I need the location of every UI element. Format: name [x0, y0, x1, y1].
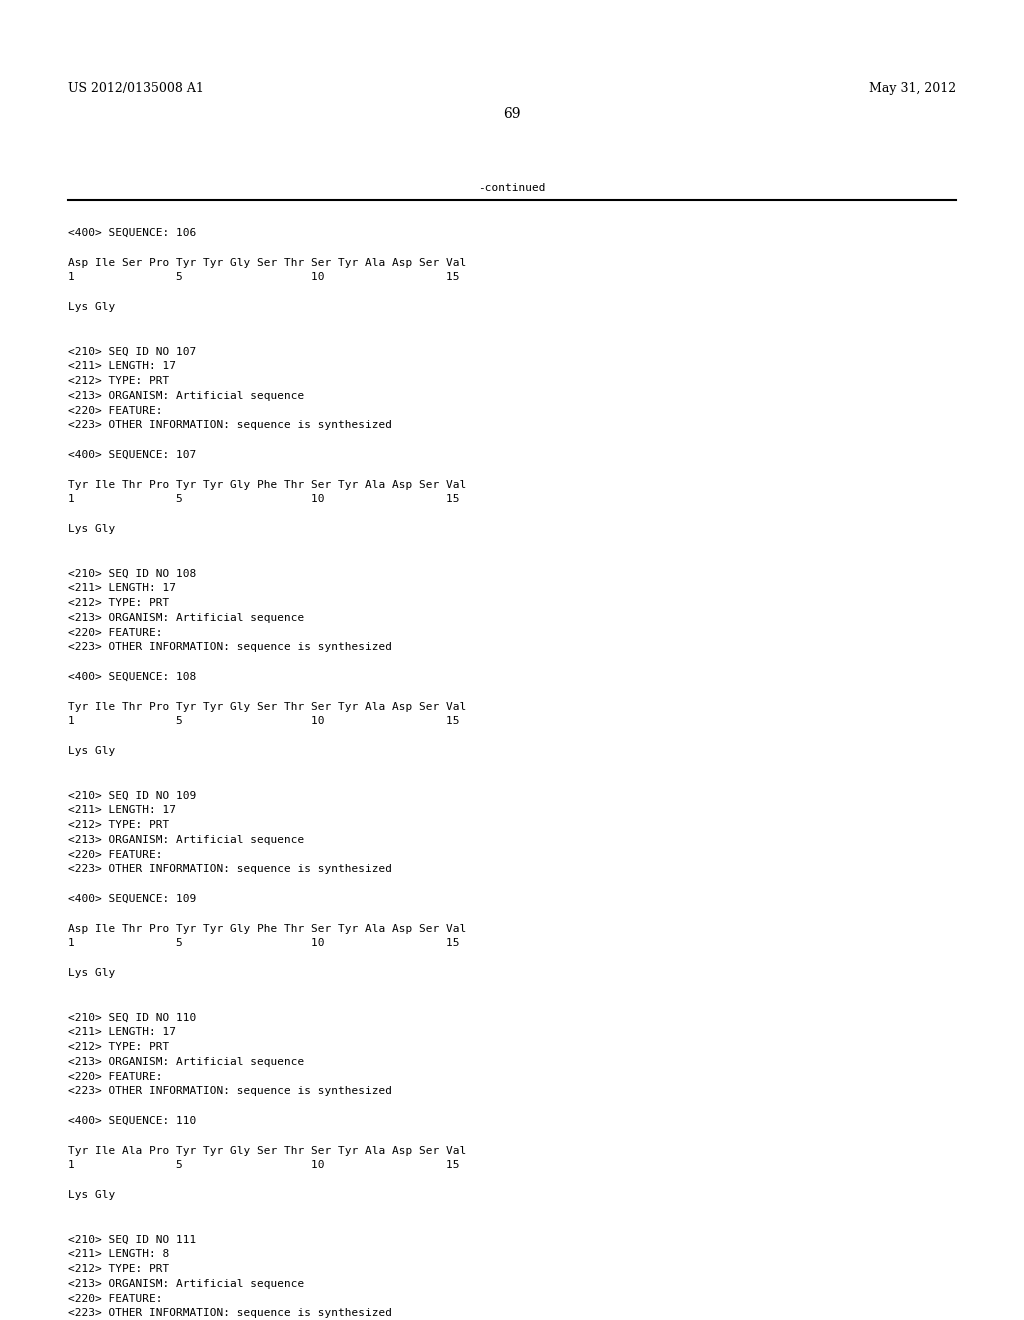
Text: <210> SEQ ID NO 109: <210> SEQ ID NO 109 — [68, 791, 197, 800]
Text: <223> OTHER INFORMATION: sequence is synthesized: <223> OTHER INFORMATION: sequence is syn… — [68, 1308, 392, 1319]
Text: <211> LENGTH: 17: <211> LENGTH: 17 — [68, 583, 176, 593]
Text: <400> SEQUENCE: 109: <400> SEQUENCE: 109 — [68, 894, 197, 904]
Text: <212> TYPE: PRT: <212> TYPE: PRT — [68, 376, 169, 385]
Text: <223> OTHER INFORMATION: sequence is synthesized: <223> OTHER INFORMATION: sequence is syn… — [68, 420, 392, 430]
Text: <223> OTHER INFORMATION: sequence is synthesized: <223> OTHER INFORMATION: sequence is syn… — [68, 865, 392, 874]
Text: <210> SEQ ID NO 108: <210> SEQ ID NO 108 — [68, 569, 197, 578]
Text: <400> SEQUENCE: 107: <400> SEQUENCE: 107 — [68, 450, 197, 459]
Text: <213> ORGANISM: Artificial sequence: <213> ORGANISM: Artificial sequence — [68, 612, 304, 623]
Text: <210> SEQ ID NO 110: <210> SEQ ID NO 110 — [68, 1012, 197, 1023]
Text: <210> SEQ ID NO 107: <210> SEQ ID NO 107 — [68, 346, 197, 356]
Text: Tyr Ile Thr Pro Tyr Tyr Gly Phe Thr Ser Tyr Ala Asp Ser Val: Tyr Ile Thr Pro Tyr Tyr Gly Phe Thr Ser … — [68, 479, 466, 490]
Text: Lys Gly: Lys Gly — [68, 968, 116, 978]
Text: <211> LENGTH: 17: <211> LENGTH: 17 — [68, 1027, 176, 1038]
Text: <220> FEATURE:: <220> FEATURE: — [68, 1294, 163, 1304]
Text: 69: 69 — [503, 107, 521, 121]
Text: <212> TYPE: PRT: <212> TYPE: PRT — [68, 598, 169, 609]
Text: 1               5                   10                  15: 1 5 10 15 — [68, 495, 460, 504]
Text: 1               5                   10                  15: 1 5 10 15 — [68, 717, 460, 726]
Text: 1               5                   10                  15: 1 5 10 15 — [68, 939, 460, 948]
Text: Tyr Ile Ala Pro Tyr Tyr Gly Ser Thr Ser Tyr Ala Asp Ser Val: Tyr Ile Ala Pro Tyr Tyr Gly Ser Thr Ser … — [68, 1146, 466, 1155]
Text: 1               5                   10                  15: 1 5 10 15 — [68, 272, 460, 282]
Text: <212> TYPE: PRT: <212> TYPE: PRT — [68, 1265, 169, 1274]
Text: -continued: -continued — [478, 183, 546, 193]
Text: <211> LENGTH: 17: <211> LENGTH: 17 — [68, 805, 176, 816]
Text: US 2012/0135008 A1: US 2012/0135008 A1 — [68, 82, 204, 95]
Text: Lys Gly: Lys Gly — [68, 302, 116, 312]
Text: Lys Gly: Lys Gly — [68, 1191, 116, 1200]
Text: <400> SEQUENCE: 110: <400> SEQUENCE: 110 — [68, 1115, 197, 1126]
Text: Lys Gly: Lys Gly — [68, 524, 116, 535]
Text: <220> FEATURE:: <220> FEATURE: — [68, 627, 163, 638]
Text: <220> FEATURE:: <220> FEATURE: — [68, 850, 163, 859]
Text: <213> ORGANISM: Artificial sequence: <213> ORGANISM: Artificial sequence — [68, 1279, 304, 1288]
Text: <212> TYPE: PRT: <212> TYPE: PRT — [68, 1041, 169, 1052]
Text: <400> SEQUENCE: 106: <400> SEQUENCE: 106 — [68, 228, 197, 238]
Text: <213> ORGANISM: Artificial sequence: <213> ORGANISM: Artificial sequence — [68, 834, 304, 845]
Text: Asp Ile Ser Pro Tyr Tyr Gly Ser Thr Ser Tyr Ala Asp Ser Val: Asp Ile Ser Pro Tyr Tyr Gly Ser Thr Ser … — [68, 257, 466, 268]
Text: <220> FEATURE:: <220> FEATURE: — [68, 1072, 163, 1081]
Text: Lys Gly: Lys Gly — [68, 746, 116, 756]
Text: <213> ORGANISM: Artificial sequence: <213> ORGANISM: Artificial sequence — [68, 1057, 304, 1067]
Text: <210> SEQ ID NO 111: <210> SEQ ID NO 111 — [68, 1234, 197, 1245]
Text: Tyr Ile Thr Pro Tyr Tyr Gly Ser Thr Ser Tyr Ala Asp Ser Val: Tyr Ile Thr Pro Tyr Tyr Gly Ser Thr Ser … — [68, 702, 466, 711]
Text: <213> ORGANISM: Artificial sequence: <213> ORGANISM: Artificial sequence — [68, 391, 304, 401]
Text: <211> LENGTH: 17: <211> LENGTH: 17 — [68, 362, 176, 371]
Text: <212> TYPE: PRT: <212> TYPE: PRT — [68, 820, 169, 830]
Text: Asp Ile Thr Pro Tyr Tyr Gly Phe Thr Ser Tyr Ala Asp Ser Val: Asp Ile Thr Pro Tyr Tyr Gly Phe Thr Ser … — [68, 924, 466, 933]
Text: May 31, 2012: May 31, 2012 — [869, 82, 956, 95]
Text: <220> FEATURE:: <220> FEATURE: — [68, 405, 163, 416]
Text: <400> SEQUENCE: 108: <400> SEQUENCE: 108 — [68, 672, 197, 682]
Text: 1               5                   10                  15: 1 5 10 15 — [68, 1160, 460, 1171]
Text: <223> OTHER INFORMATION: sequence is synthesized: <223> OTHER INFORMATION: sequence is syn… — [68, 643, 392, 652]
Text: <211> LENGTH: 8: <211> LENGTH: 8 — [68, 1249, 169, 1259]
Text: <223> OTHER INFORMATION: sequence is synthesized: <223> OTHER INFORMATION: sequence is syn… — [68, 1086, 392, 1097]
